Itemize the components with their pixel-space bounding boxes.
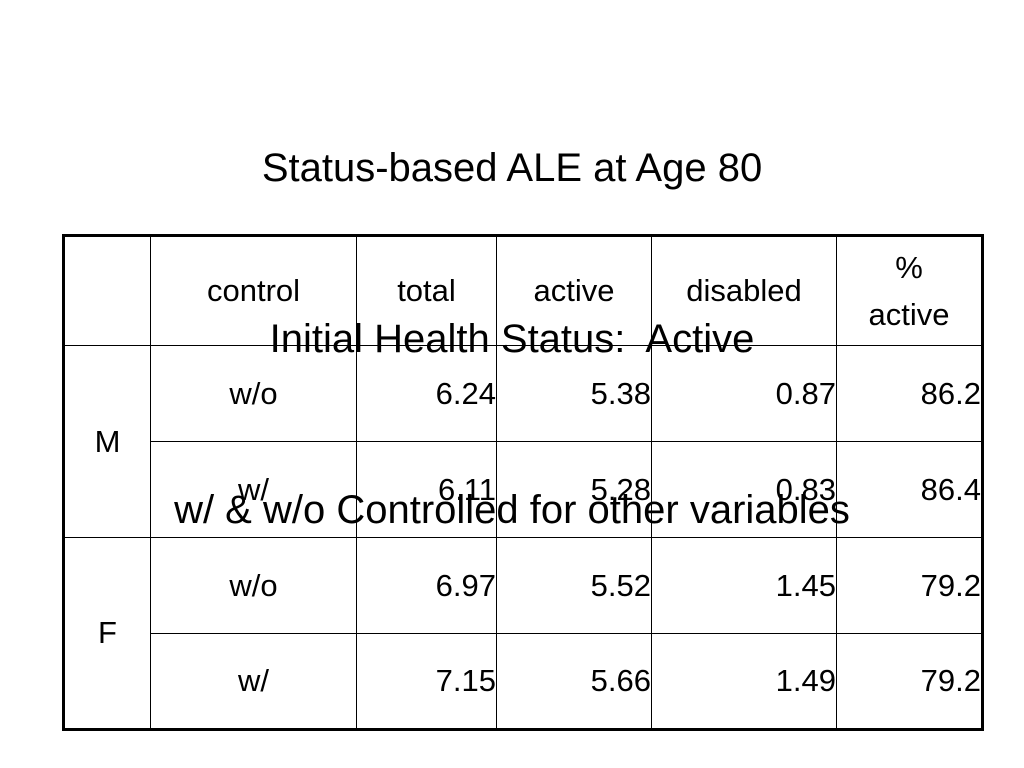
cell-f-wo-pct-active: 79.2: [836, 537, 983, 634]
slide-title-line-1: Status-based ALE at Age 80: [261, 146, 763, 190]
group-label-m: M: [63, 345, 151, 538]
table-row-m-wo: M w/o 6.24 5.38 0.87 86.2: [63, 345, 983, 538]
cell-f-w-disabled: 1.49: [651, 633, 837, 730]
ale-table: control total active disabled % active M…: [62, 234, 984, 731]
cell-m-wo-control: w/o: [150, 345, 357, 442]
cell-f-wo-active: 5.52: [496, 537, 652, 634]
cell-f-w-active: 5.66: [496, 633, 652, 730]
cell-f-w-pct-active: 79.2: [836, 633, 983, 730]
cell-f-w-total: 7.15: [356, 633, 497, 730]
header-active: active: [496, 235, 652, 346]
table-header-row: control total active disabled % active: [63, 235, 983, 346]
header-pct-active: % active: [836, 235, 983, 346]
cell-m-wo-pct-active: 86.2: [836, 345, 983, 442]
header-disabled: disabled: [651, 235, 837, 346]
cell-m-w-active: 5.28: [496, 441, 652, 538]
cell-f-wo-disabled: 1.45: [651, 537, 837, 634]
header-control: control: [150, 235, 357, 346]
cell-m-wo-active: 5.38: [496, 345, 652, 442]
cell-f-w-control: w/: [150, 633, 357, 730]
table-row-f-wo: F w/o 6.97 5.52 1.45 79.2: [63, 537, 983, 730]
cell-m-w-control: w/: [150, 441, 357, 538]
cell-m-w-total: 6.11: [356, 441, 497, 538]
cell-f-wo-total: 6.97: [356, 537, 497, 634]
group-label-f: F: [63, 537, 151, 730]
cell-f-wo-control: w/o: [150, 537, 357, 634]
cell-m-wo-disabled: 0.87: [651, 345, 837, 442]
header-rowlabel: [63, 235, 151, 346]
table-row-f-w: w/ 7.15 5.66 1.49 79.2: [64, 633, 983, 730]
cell-m-wo-total: 6.24: [356, 345, 497, 442]
header-total: total: [356, 235, 497, 346]
table-row-m-w: w/ 6.11 5.28 0.83 86.4: [64, 441, 983, 538]
cell-m-w-pct-active: 86.4: [836, 441, 983, 538]
cell-m-w-disabled: 0.83: [651, 441, 837, 538]
